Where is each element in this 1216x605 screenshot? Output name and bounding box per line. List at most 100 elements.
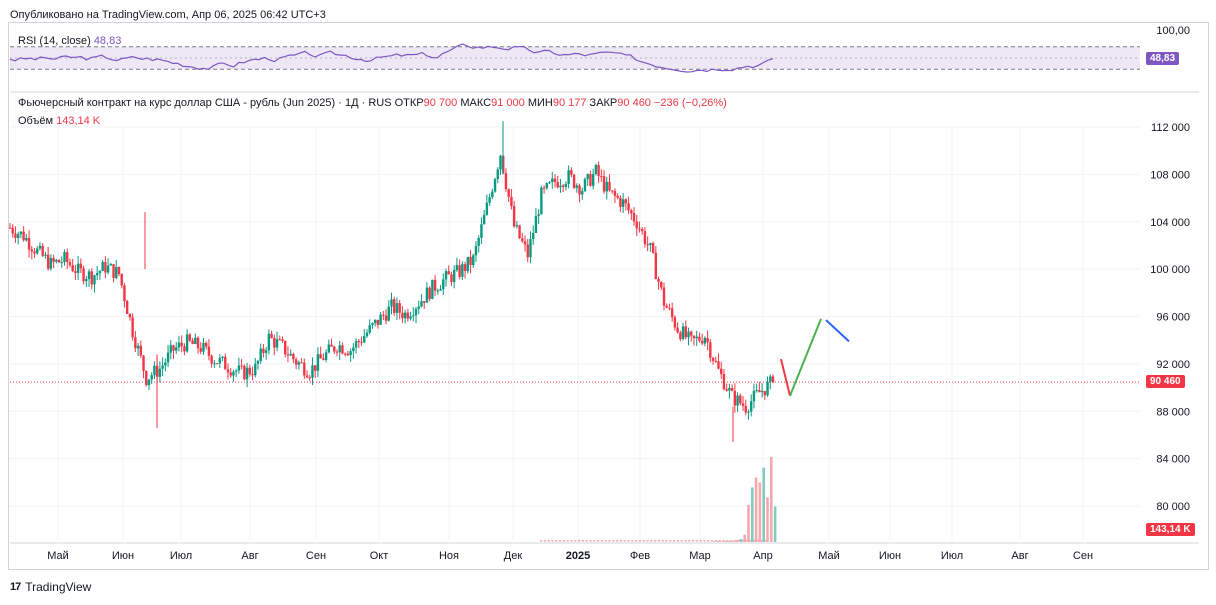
volume-bar <box>724 541 727 542</box>
volume-bars <box>540 457 777 542</box>
time-tick-label: Окт <box>370 550 389 562</box>
tradingview-logo[interactable]: 17 TradingView <box>10 580 91 594</box>
candle-body <box>136 345 140 349</box>
volume-bar <box>604 540 607 542</box>
candle-body <box>403 312 407 319</box>
candle-body <box>49 258 53 269</box>
candle-body <box>354 341 358 348</box>
time-tick-label: Дек <box>504 550 523 562</box>
candle-body <box>717 361 720 369</box>
candle-body <box>125 301 129 314</box>
candle-body <box>292 353 295 360</box>
volume-bar <box>692 540 695 542</box>
candle-body <box>619 197 622 207</box>
candle-body <box>60 262 63 264</box>
candle-body <box>739 395 742 404</box>
candle-body <box>243 365 246 380</box>
candle-body <box>221 356 224 358</box>
candle-body <box>11 227 14 234</box>
candle-body <box>763 390 767 396</box>
candle-body <box>521 238 524 242</box>
candle-body <box>112 264 115 278</box>
candle-body <box>581 190 584 195</box>
candle-body <box>33 251 36 254</box>
time-tick-label: Мар <box>689 550 711 562</box>
candle-body <box>303 362 306 376</box>
candle-body <box>444 271 448 280</box>
candle-body <box>166 352 170 363</box>
candle-body <box>412 315 415 317</box>
candle-body <box>417 306 420 309</box>
candle-body <box>681 326 685 340</box>
volume-bar <box>600 540 603 542</box>
volume-bar <box>733 540 736 542</box>
candle-body <box>744 405 747 413</box>
candle-body <box>760 390 764 393</box>
rsi-line <box>9 43 774 73</box>
candle-body <box>44 254 47 256</box>
candle-body <box>185 334 189 352</box>
candle-body <box>722 374 726 390</box>
candle-body <box>240 365 243 367</box>
price-tick-label: 108 000 <box>1150 169 1190 181</box>
candle-body <box>384 315 388 321</box>
candle-body <box>452 270 456 282</box>
volume-bar <box>612 540 615 542</box>
candle-body <box>493 179 497 192</box>
projection-lines <box>780 318 850 397</box>
volume-bar <box>737 540 740 542</box>
candle-body <box>690 331 693 336</box>
candle-body <box>510 196 513 207</box>
candle-body <box>665 305 668 308</box>
candle-body <box>74 271 77 273</box>
volume-bar <box>657 540 660 542</box>
candle-body <box>251 374 254 376</box>
candle-body <box>224 356 227 370</box>
candle-body <box>382 314 385 316</box>
candle-body <box>66 252 69 263</box>
candle-body <box>188 334 192 341</box>
candle-body <box>733 390 737 406</box>
candle-body <box>180 342 183 347</box>
candle-body <box>175 347 178 351</box>
candle-body <box>668 307 671 309</box>
candle-body <box>278 339 281 341</box>
candle-body <box>556 181 559 188</box>
volume-bar <box>661 540 664 542</box>
candle-body <box>390 299 393 307</box>
candle-body <box>379 314 382 325</box>
low-label: МИН <box>527 97 553 109</box>
candle-body <box>572 174 576 188</box>
volume-bar <box>766 497 769 542</box>
volume-bar <box>764 540 767 542</box>
candle-body <box>477 237 480 246</box>
volume-bar <box>699 540 702 542</box>
close-value: 90 460 <box>617 97 651 109</box>
candle-body <box>205 342 208 347</box>
volume-bar <box>585 540 588 542</box>
candle-body <box>766 381 769 396</box>
candle-body <box>526 244 529 258</box>
price-tick-label: 88 000 <box>1156 406 1190 418</box>
candle-body <box>431 279 434 299</box>
candle-body <box>46 254 50 269</box>
price-tick-label: 112 000 <box>1151 122 1190 134</box>
volume-bar <box>773 506 777 542</box>
candle-body <box>515 225 519 227</box>
volume-bar <box>616 540 619 542</box>
volume-bar <box>688 540 691 542</box>
volume-legend: Объём 143,14 K <box>18 115 100 127</box>
candle-body <box>466 256 469 271</box>
volume-bar <box>711 540 714 542</box>
volume-bar <box>627 540 630 542</box>
candle-body <box>423 301 426 303</box>
candle-body <box>387 306 390 321</box>
volume-bar <box>631 540 634 542</box>
candle-body <box>635 221 638 229</box>
candle-body <box>311 365 314 378</box>
candle-body <box>76 263 80 273</box>
candle-body <box>371 323 374 326</box>
candle-body <box>98 271 102 274</box>
chart-frame[interactable] <box>8 22 1209 570</box>
